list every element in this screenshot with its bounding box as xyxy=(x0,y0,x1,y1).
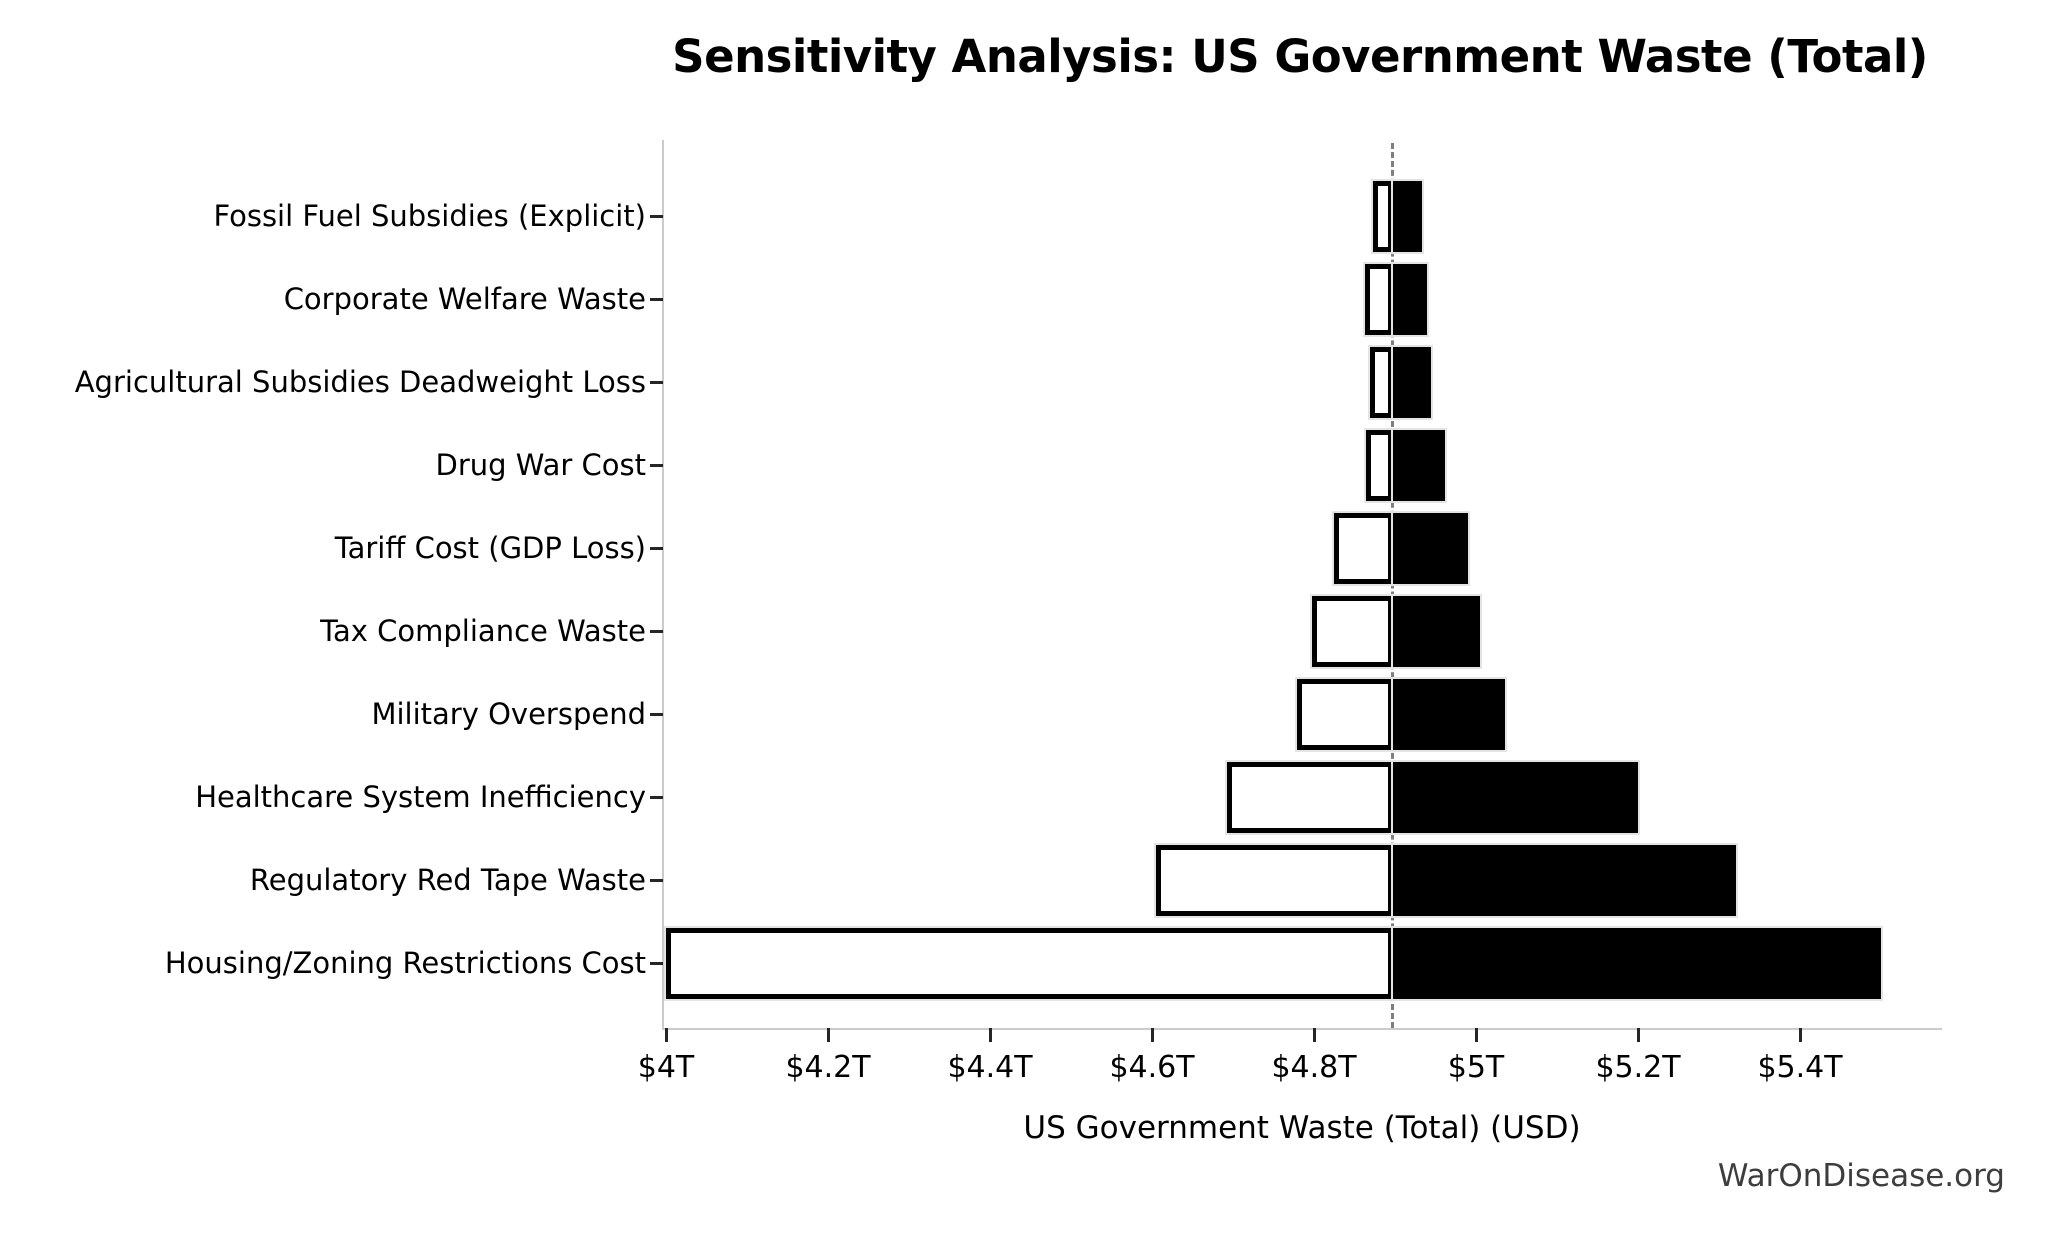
high-bar xyxy=(1392,678,1506,750)
low-bar xyxy=(666,927,1393,999)
low-bar xyxy=(1369,346,1393,418)
x-tick xyxy=(988,1028,992,1042)
low-bar xyxy=(1312,595,1393,667)
x-tick xyxy=(1150,1028,1154,1042)
x-tick-label: $4.8T xyxy=(1271,1050,1357,1085)
y-tick xyxy=(650,380,663,384)
y-tick xyxy=(650,297,663,301)
y-tick xyxy=(650,629,663,633)
left-spine xyxy=(662,140,664,1028)
watermark: WarOnDisease.org xyxy=(1717,1158,2005,1194)
y-axis-label: Fossil Fuel Subsidies (Explicit) xyxy=(213,199,646,233)
x-tick xyxy=(1798,1028,1802,1042)
y-axis-label: Tax Compliance Waste xyxy=(320,614,646,648)
x-axis-title: US Government Waste (Total) (USD) xyxy=(1023,1110,1581,1146)
y-tick xyxy=(650,463,663,467)
high-bar xyxy=(1392,761,1638,833)
x-tick-label: $4.4T xyxy=(947,1050,1033,1085)
y-axis-label: Healthcare System Inefficiency xyxy=(195,780,646,814)
low-bar xyxy=(1227,761,1393,833)
y-tick xyxy=(650,878,663,882)
low-bar xyxy=(1365,263,1393,335)
y-axis-label: Corporate Welfare Waste xyxy=(283,282,646,316)
x-tick-label: $5.2T xyxy=(1595,1050,1681,1085)
y-tick xyxy=(650,961,663,965)
y-axis-label: Tariff Cost (GDP Loss) xyxy=(334,531,646,565)
y-axis-label: Housing/Zoning Restrictions Cost xyxy=(164,946,646,980)
y-axis-label: Drug War Cost xyxy=(435,448,646,482)
y-tick xyxy=(650,546,663,550)
x-tick-label: $4.6T xyxy=(1109,1050,1195,1085)
low-bar xyxy=(1373,180,1393,252)
baseline-dashed-line xyxy=(1391,143,1394,1028)
bottom-spine xyxy=(662,1028,1942,1030)
high-bar xyxy=(1392,927,1881,999)
low-bar xyxy=(1365,429,1393,501)
x-tick xyxy=(664,1028,668,1042)
x-tick-label: $4T xyxy=(637,1050,695,1085)
x-tick-label: $5.4T xyxy=(1757,1050,1843,1085)
y-tick xyxy=(650,712,663,716)
x-tick-label: $4.2T xyxy=(785,1050,871,1085)
x-tick xyxy=(1312,1028,1316,1042)
x-tick xyxy=(1474,1028,1478,1042)
low-bar xyxy=(1156,844,1393,916)
y-axis-label: Regulatory Red Tape Waste xyxy=(249,863,646,897)
high-bar xyxy=(1392,844,1736,916)
y-axis-label: Military Overspend xyxy=(371,697,646,731)
x-tick xyxy=(1636,1028,1640,1042)
high-bar xyxy=(1392,346,1432,418)
high-bar xyxy=(1392,595,1481,667)
high-bar xyxy=(1392,429,1446,501)
x-tick xyxy=(826,1028,830,1042)
high-bar xyxy=(1392,263,1428,335)
y-tick xyxy=(650,795,663,799)
low-bar xyxy=(1296,678,1393,750)
high-bar xyxy=(1392,512,1468,584)
x-tick-label: $5T xyxy=(1447,1050,1505,1085)
y-axis-label: Agricultural Subsidies Deadweight Loss xyxy=(74,365,646,399)
high-bar xyxy=(1392,180,1422,252)
chart-title: Sensitivity Analysis: US Government Wast… xyxy=(672,30,1928,83)
low-bar xyxy=(1334,512,1393,584)
y-tick xyxy=(650,214,663,218)
